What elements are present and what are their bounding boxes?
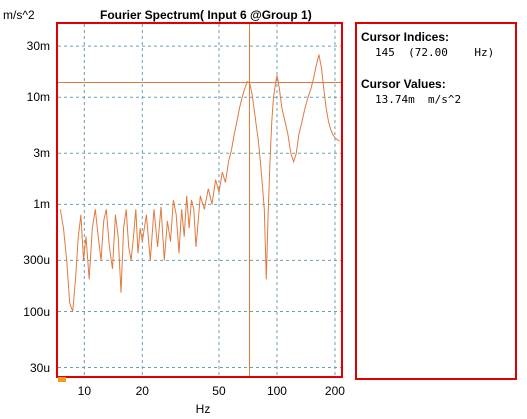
- y-tick-label: 300u: [23, 253, 50, 268]
- cursor-values-heading: Cursor Values:: [361, 77, 446, 91]
- y-tick-label: 1m: [33, 197, 50, 212]
- plot-frame[interactable]: [56, 22, 343, 378]
- cursor-info-panel: Cursor Indices: 145 (72.00 Hz) Cursor Va…: [355, 22, 517, 380]
- cursor-values-value: 13.74m m/s^2: [375, 93, 462, 106]
- y-tick-label: 100u: [23, 304, 50, 319]
- range-marker-handle[interactable]: [58, 377, 66, 382]
- cursor-indices-heading: Cursor Indices:: [361, 30, 450, 44]
- x-tick-label: 100: [266, 384, 287, 398]
- cursor-indices-value: 145 (72.00 Hz): [375, 46, 495, 59]
- x-axis-label: Hz: [195, 402, 211, 416]
- y-tick-label: 30m: [26, 39, 50, 54]
- plot-title: Fourier Spectrum( Input 6 @Group 1): [100, 8, 312, 22]
- spectrum-trace: [59, 54, 341, 312]
- x-tick-label: 200: [324, 384, 345, 398]
- x-tick-label: 10: [77, 384, 91, 398]
- x-tick-label: 20: [135, 384, 149, 398]
- x-tick-label: 50: [212, 384, 226, 398]
- y-tick-label: 10m: [26, 90, 50, 105]
- y-tick-label: 3m: [33, 146, 50, 161]
- y-axis-unit-label: m/s^2: [3, 8, 35, 22]
- y-tick-label: 30u: [29, 360, 50, 375]
